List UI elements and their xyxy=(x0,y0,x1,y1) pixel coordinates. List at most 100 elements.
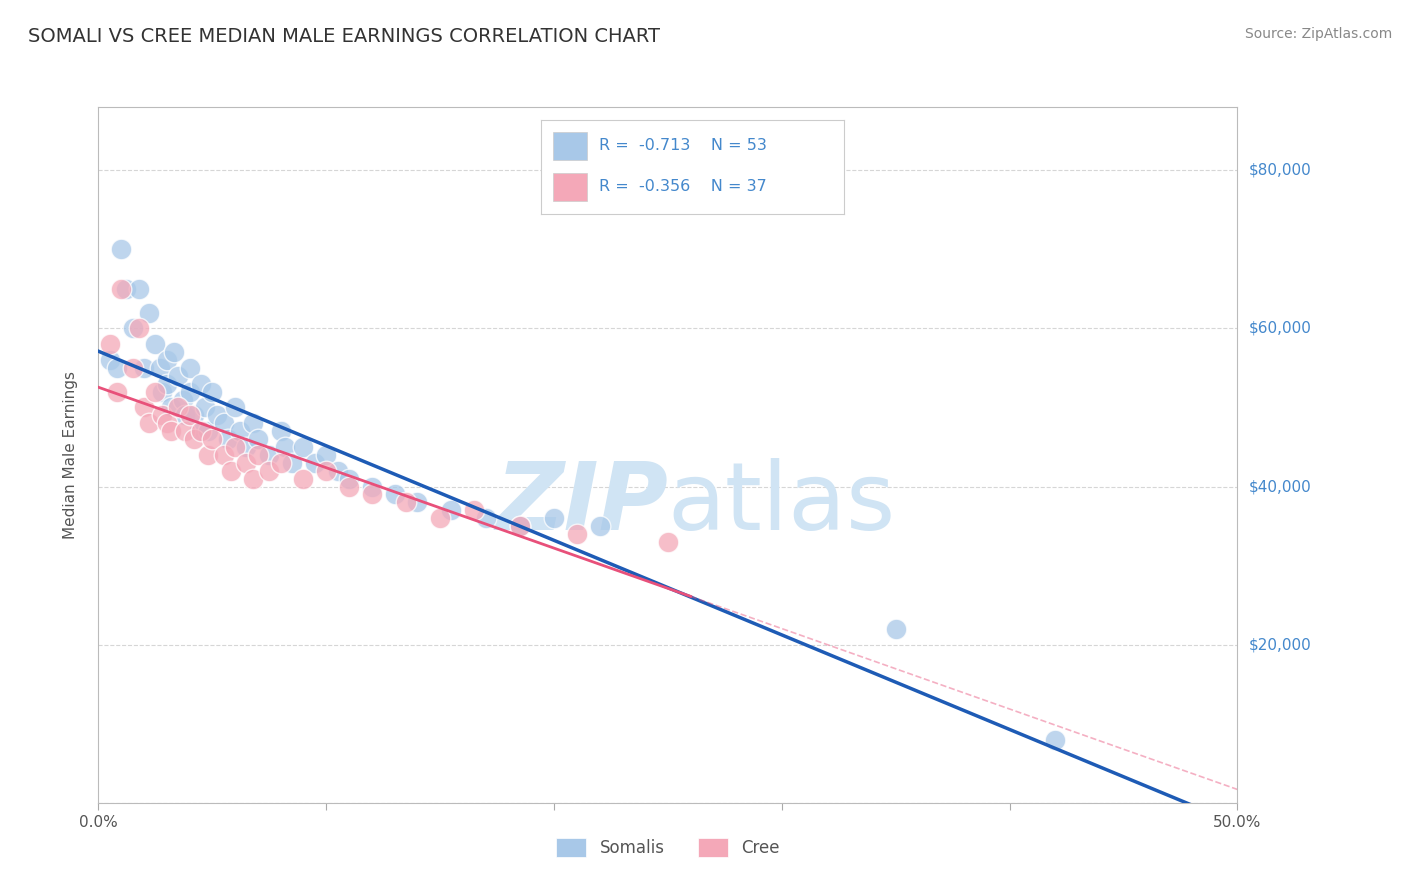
Point xyxy=(395,495,418,509)
Point xyxy=(463,503,485,517)
Point xyxy=(187,424,209,438)
Point xyxy=(172,392,194,407)
Point xyxy=(128,282,150,296)
Point xyxy=(281,456,304,470)
Point xyxy=(315,464,337,478)
Point xyxy=(145,337,167,351)
Point xyxy=(179,409,201,423)
Point xyxy=(98,353,121,368)
Point xyxy=(219,464,242,478)
Point xyxy=(228,424,250,438)
Point xyxy=(440,503,463,517)
Point xyxy=(179,361,201,376)
Point xyxy=(543,511,565,525)
Point xyxy=(292,472,315,486)
Point xyxy=(156,376,179,391)
Point xyxy=(384,487,406,501)
Point xyxy=(429,511,451,525)
Bar xyxy=(554,173,586,201)
Point xyxy=(259,464,281,478)
Point xyxy=(224,440,246,454)
Point xyxy=(138,305,160,319)
Point xyxy=(197,448,219,462)
Point xyxy=(121,361,143,376)
Point xyxy=(205,409,228,423)
Point xyxy=(337,472,360,486)
Text: R =  -0.356    N = 37: R = -0.356 N = 37 xyxy=(599,179,766,194)
Point xyxy=(212,448,235,462)
Point xyxy=(246,432,269,446)
Point xyxy=(121,321,143,335)
Point xyxy=(217,432,239,446)
Text: ZIP: ZIP xyxy=(495,458,668,549)
Point xyxy=(156,417,179,431)
Text: $80,000: $80,000 xyxy=(1249,163,1312,178)
Point xyxy=(246,448,269,462)
Text: $60,000: $60,000 xyxy=(1249,321,1312,336)
Text: atlas: atlas xyxy=(668,458,896,549)
Point xyxy=(160,401,183,415)
Point xyxy=(190,424,212,438)
Point xyxy=(179,384,201,399)
Point xyxy=(657,534,679,549)
Point xyxy=(1043,732,1066,747)
Point xyxy=(292,440,315,454)
Point xyxy=(114,282,136,296)
Point xyxy=(128,321,150,335)
Point xyxy=(160,424,183,438)
Point xyxy=(105,384,128,399)
Point xyxy=(212,417,235,431)
Point xyxy=(194,401,217,415)
Point xyxy=(98,337,121,351)
Point xyxy=(360,479,382,493)
Y-axis label: Median Male Earnings: Median Male Earnings xyxy=(63,371,77,539)
Point xyxy=(304,456,326,470)
Point xyxy=(197,424,219,438)
Point xyxy=(509,519,531,533)
Point xyxy=(274,440,297,454)
Point xyxy=(588,519,610,533)
Point xyxy=(190,376,212,391)
Point xyxy=(315,448,337,462)
Point xyxy=(565,527,588,541)
Text: R =  -0.713    N = 53: R = -0.713 N = 53 xyxy=(599,138,766,153)
Text: SOMALI VS CREE MEDIAN MALE EARNINGS CORRELATION CHART: SOMALI VS CREE MEDIAN MALE EARNINGS CORR… xyxy=(28,27,661,45)
Text: $40,000: $40,000 xyxy=(1249,479,1312,494)
Text: Source: ZipAtlas.com: Source: ZipAtlas.com xyxy=(1244,27,1392,41)
Point xyxy=(150,409,173,423)
Point xyxy=(145,384,167,399)
Point xyxy=(183,432,205,446)
Point xyxy=(270,424,292,438)
Point xyxy=(509,519,531,533)
Point xyxy=(132,401,155,415)
Bar xyxy=(554,132,586,160)
Point xyxy=(235,456,257,470)
Point xyxy=(224,401,246,415)
Point xyxy=(406,495,429,509)
Point xyxy=(149,361,172,376)
Point xyxy=(110,282,132,296)
Point xyxy=(201,384,224,399)
Point xyxy=(337,479,360,493)
Point xyxy=(360,487,382,501)
Point xyxy=(201,432,224,446)
Point xyxy=(259,448,281,462)
Point xyxy=(132,361,155,376)
Point xyxy=(156,353,179,368)
Point xyxy=(326,464,349,478)
Point xyxy=(174,424,197,438)
Legend: Somalis, Cree: Somalis, Cree xyxy=(550,831,786,864)
Point xyxy=(884,622,907,636)
Point xyxy=(150,384,173,399)
Point xyxy=(167,368,190,383)
Point xyxy=(242,472,264,486)
Point xyxy=(183,409,205,423)
Point xyxy=(474,511,496,525)
Text: $20,000: $20,000 xyxy=(1249,637,1312,652)
Point xyxy=(105,361,128,376)
Point xyxy=(242,417,264,431)
Point xyxy=(110,243,132,257)
Point xyxy=(174,409,197,423)
Point xyxy=(167,401,190,415)
Point xyxy=(235,440,257,454)
